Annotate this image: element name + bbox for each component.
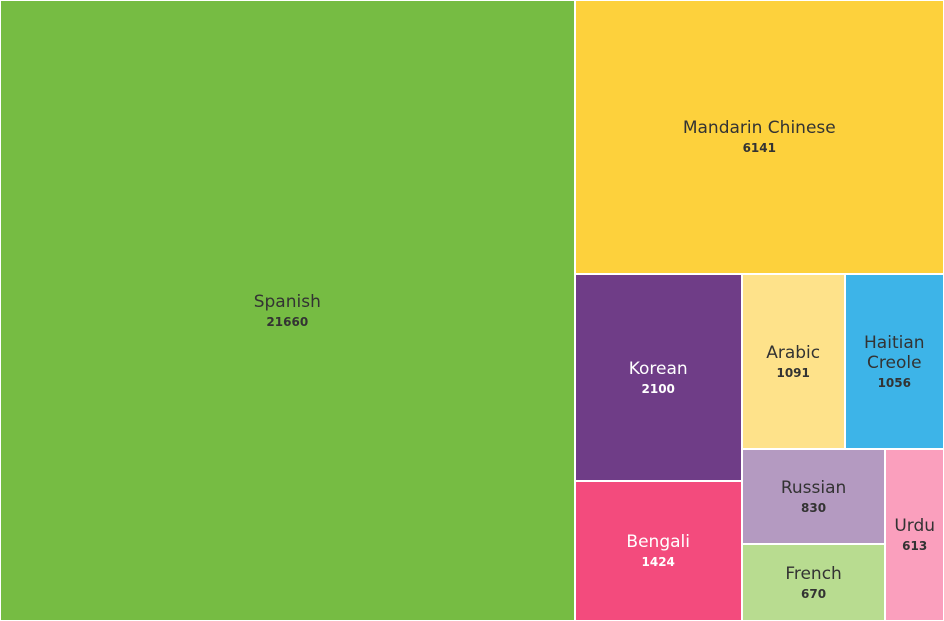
tile-label: French	[785, 564, 842, 585]
tile-label: Mandarin Chinese	[682, 118, 836, 139]
tile-value: 1091	[776, 365, 810, 380]
tile: Russian 830	[741, 448, 886, 545]
tile-value: 6141	[742, 141, 776, 156]
tile-label: Spanish	[253, 292, 321, 312]
tile-label: Haitian Creole	[864, 332, 925, 373]
tile-value: 613	[902, 539, 928, 554]
tile: Haitian Creole 1056	[844, 273, 944, 449]
tile-value: 21660	[266, 315, 309, 329]
tile: Bengali 1424	[574, 480, 742, 621]
tile: French 670	[741, 544, 886, 621]
tile: Arabic 1091	[741, 273, 845, 449]
tile-label: Bengali	[626, 532, 690, 553]
tile-label: Arabic	[766, 342, 821, 363]
tile: Mandarin Chinese 6141	[574, 0, 944, 274]
tile-label: Russian	[780, 477, 847, 498]
tile: Korean 2100	[574, 273, 742, 481]
tile-value: 670	[801, 587, 827, 602]
tile-value: 2100	[641, 381, 675, 396]
tile: Spanish 21660	[0, 0, 575, 621]
tile-label: Urdu	[894, 516, 936, 537]
tile-value: 1424	[641, 555, 675, 570]
tile: Urdu 613	[885, 448, 944, 621]
tile-label: Korean	[628, 358, 688, 379]
tile-value: 1056	[877, 375, 911, 390]
tile-value: 830	[801, 500, 827, 515]
